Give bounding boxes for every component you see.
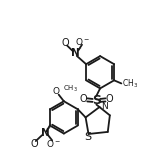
- Text: O: O: [62, 38, 69, 48]
- Text: O: O: [80, 94, 87, 104]
- Text: O: O: [30, 139, 38, 149]
- Text: CH$_3$: CH$_3$: [63, 84, 78, 94]
- Text: O: O: [52, 87, 59, 96]
- Text: CH$_3$: CH$_3$: [122, 77, 138, 90]
- Text: N: N: [40, 128, 49, 138]
- Text: S: S: [84, 132, 91, 142]
- Text: $^+$: $^+$: [47, 127, 53, 131]
- Text: O$^-$: O$^-$: [46, 138, 61, 149]
- Text: N: N: [102, 101, 108, 111]
- Text: N: N: [71, 48, 80, 58]
- Text: $^+$: $^+$: [77, 47, 83, 52]
- Text: S: S: [92, 94, 101, 107]
- Text: O: O: [105, 94, 113, 104]
- Text: O$^-$: O$^-$: [75, 36, 90, 47]
